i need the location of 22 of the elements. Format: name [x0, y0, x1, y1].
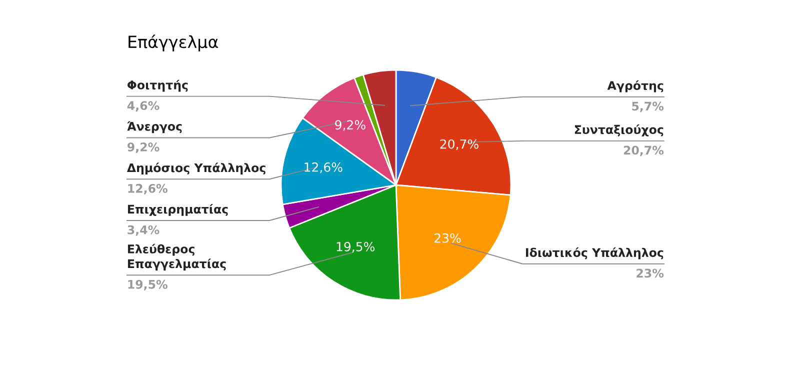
slice-label: Ελεύθερος Επαγγελματίας	[128, 244, 226, 270]
chart-title: Επάγγελμα	[128, 34, 218, 52]
text: 20,7%	[624, 146, 664, 156]
slice-label: Συνταξιούχος	[574, 124, 664, 136]
slice-label: Δημόσιος Υπάλληλος	[126, 162, 266, 175]
slice-label: Άνεργος	[127, 121, 182, 134]
data-label: 4,6%	[127, 101, 160, 112]
data-label: 3,4%	[128, 225, 160, 236]
data-label: 19,5%	[336, 242, 375, 253]
data-label: 23%	[434, 233, 461, 243]
data-label: 12,6%	[304, 162, 342, 174]
data-label: 9,2%	[335, 120, 366, 131]
slice-label: Φοιτητής	[127, 80, 188, 92]
slice-label: Ιδιωτικός Υπάλληλος	[526, 247, 664, 260]
slice-label: Αγρότης	[607, 80, 664, 92]
text: 19,5%	[128, 280, 168, 290]
data-label: 20,7%	[440, 139, 478, 150]
slice-label: Επιχειρηματίας	[128, 204, 228, 216]
text: 9,2%	[128, 142, 160, 153]
data-label: 5,7%	[632, 102, 664, 112]
text: 12,6%	[128, 184, 168, 194]
text: 23%	[636, 268, 664, 278]
